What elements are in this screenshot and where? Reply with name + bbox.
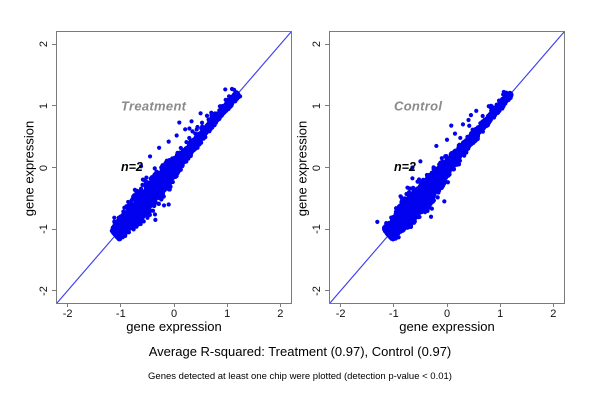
panel-control: Control n=2 gene expression gene express… (295, 31, 565, 334)
y-tick-mark (325, 228, 329, 230)
y-tick-mark (325, 290, 329, 292)
x-tick-mark (499, 303, 501, 307)
y-tick-mark (52, 167, 56, 168)
y-tick-mark (325, 43, 329, 45)
x-tick-mark (173, 303, 175, 307)
scatter-canvas-control (330, 32, 564, 303)
y-tick-label: 2 (38, 41, 50, 48)
x-tick-label: 1 (497, 308, 504, 320)
x-axis-label: gene expression (399, 319, 495, 334)
x-tick-label: 0 (170, 308, 178, 320)
x-tick-label: 2 (550, 308, 557, 320)
y-tick-mark (52, 43, 56, 45)
x-axis-label: gene expression (126, 319, 222, 334)
x-tick-mark (446, 303, 448, 307)
y-tick-label: 0 (311, 164, 323, 171)
y-tick-mark (52, 290, 56, 292)
r-squared-caption: Average R-squared: Treatment (0.97), Con… (148, 344, 452, 359)
x-tick-mark (552, 303, 554, 307)
detection-note: Genes detected at least one chip were pl… (148, 371, 452, 382)
x-tick-mark (120, 303, 122, 307)
x-tick-label: -1 (115, 308, 126, 320)
y-tick-label: 1 (311, 102, 323, 109)
panel-label-treatment: Treatment (121, 98, 187, 114)
x-tick-mark (226, 303, 228, 307)
y-tick-label: 2 (311, 41, 323, 48)
x-tick-mark (279, 303, 281, 307)
y-tick-label: -1 (38, 224, 50, 234)
y-tick-label: 1 (38, 102, 50, 109)
y-tick-mark (325, 167, 329, 168)
x-tick-label: 1 (224, 308, 231, 320)
y-tick-label: -2 (311, 285, 323, 296)
y-tick-mark (52, 228, 56, 230)
y-tick-label: -1 (311, 224, 323, 234)
panel-label-control: Control (394, 98, 443, 114)
x-tick-label: -2 (62, 308, 73, 320)
panel-treatment: Treatment n=2 gene expression gene expre… (22, 31, 292, 334)
x-tick-mark (67, 303, 69, 307)
n-annotation: n=2 (121, 160, 143, 174)
y-axis-label: gene expression (21, 120, 37, 217)
y-axis-label: gene expression (294, 120, 310, 217)
x-tick-label: -1 (388, 308, 399, 320)
scatter-canvas-treatment (57, 32, 291, 303)
y-tick-mark (52, 105, 56, 107)
x-tick-label: 2 (277, 308, 284, 320)
x-tick-mark (340, 303, 342, 307)
x-tick-label: -2 (335, 308, 346, 320)
x-tick-mark (393, 303, 395, 307)
y-tick-mark (325, 105, 329, 107)
y-tick-label: -2 (38, 285, 50, 296)
y-tick-label: 0 (38, 164, 50, 171)
x-tick-label: 0 (443, 308, 451, 320)
n-annotation: n=2 (394, 160, 416, 174)
